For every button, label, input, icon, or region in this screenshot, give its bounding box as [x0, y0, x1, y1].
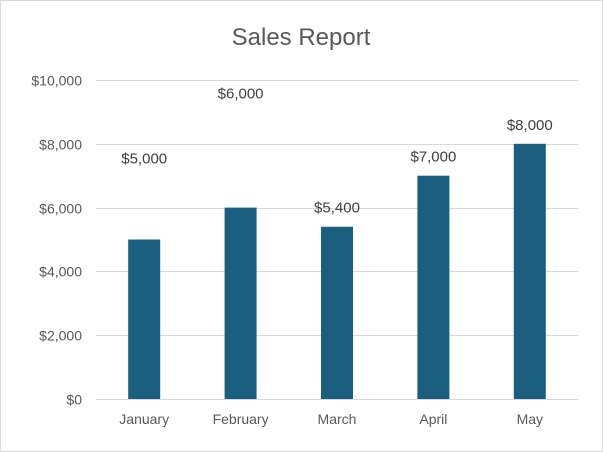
x-tick-label: March — [318, 411, 357, 427]
gridlines — [96, 80, 578, 400]
bar-february — [224, 207, 257, 399]
y-tick-label: $10,000 — [31, 73, 82, 89]
y-axis: $0 $2,000 $4,000 $6,000 $8,000 $10,000 — [31, 73, 82, 408]
y-tick-label: $4,000 — [39, 264, 82, 280]
chart-title: Sales Report — [232, 24, 371, 51]
data-label-march: $5,400 — [314, 200, 360, 217]
x-tick-label: April — [419, 411, 447, 427]
bar-may — [513, 143, 546, 399]
bars — [128, 143, 546, 399]
bar-january — [128, 239, 161, 399]
x-axis: January February March April May — [119, 411, 543, 427]
y-tick-label: $2,000 — [39, 328, 82, 344]
x-tick-label: February — [213, 411, 269, 427]
data-label-may: $8,000 — [507, 117, 553, 134]
bar-april — [417, 175, 450, 399]
y-tick-label: $0 — [66, 392, 82, 408]
data-label-april: $7,000 — [410, 149, 456, 166]
data-label-january: $5,000 — [121, 151, 167, 168]
x-tick-label: May — [517, 411, 543, 427]
bar-march — [321, 226, 353, 399]
data-labels: $5,000 $6,000 $5,400 $7,000 $8,000 — [121, 86, 552, 217]
y-tick-label: $8,000 — [39, 137, 82, 153]
y-tick-label: $6,000 — [39, 201, 82, 217]
data-label-february: $6,000 — [218, 86, 264, 103]
x-tick-label: January — [119, 411, 169, 427]
